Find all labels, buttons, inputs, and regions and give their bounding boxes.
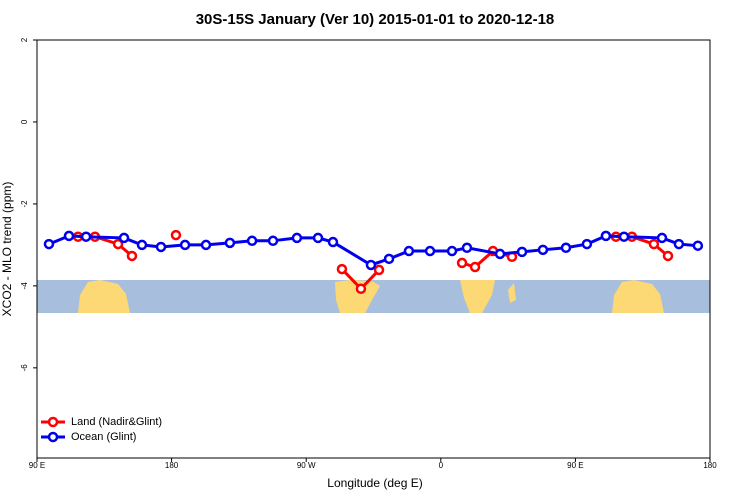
series-point <box>267 235 279 247</box>
series-point <box>581 238 593 250</box>
series-point <box>648 238 660 250</box>
series-point <box>355 283 367 295</box>
series-point <box>200 239 212 251</box>
series-point <box>336 263 348 275</box>
series-point <box>80 231 92 242</box>
x-tick-label: 180 <box>703 461 717 470</box>
series-point <box>63 230 75 242</box>
series-point <box>112 238 124 250</box>
series-point <box>179 239 191 251</box>
series-point <box>291 232 303 244</box>
y-tick-label: 2 <box>20 37 29 42</box>
series-point <box>312 232 324 244</box>
series-point <box>327 236 339 248</box>
series-point <box>118 232 130 244</box>
legend-label: Ocean (Glint) <box>71 431 136 443</box>
x-tick-label: 90 E <box>29 461 45 470</box>
legend-marker <box>47 416 59 428</box>
series-point <box>516 246 528 258</box>
y-axis-label: XCO2 - MLO trend (ppm) <box>0 182 14 317</box>
series-point <box>403 245 415 257</box>
series-point <box>662 250 674 262</box>
series-point <box>424 245 436 257</box>
series-point <box>469 261 481 273</box>
series-point <box>126 250 138 262</box>
series-point <box>446 245 458 257</box>
y-tick-label: -6 <box>20 364 29 372</box>
chart-title: 30S-15S January (Ver 10) 2015-01-01 to 2… <box>196 11 555 28</box>
series-point <box>560 242 572 254</box>
plot-frame <box>36 39 711 459</box>
series-point <box>224 237 236 249</box>
x-tick-label: 180 <box>165 461 179 470</box>
series-point <box>537 244 549 256</box>
series-point <box>155 241 167 253</box>
map-strip <box>37 280 710 313</box>
series-point <box>461 242 473 254</box>
series-point <box>456 257 468 269</box>
series-point <box>692 240 704 251</box>
series-point <box>673 238 685 250</box>
series-point <box>136 239 148 251</box>
y-tick-label: -2 <box>20 200 29 208</box>
series-point <box>494 248 506 260</box>
x-axis-label: Longitude (deg E) <box>327 476 422 490</box>
series-point <box>43 238 55 250</box>
legend-marker <box>47 431 59 443</box>
series-point <box>365 259 377 271</box>
series-point <box>373 264 385 276</box>
series-point <box>656 232 668 244</box>
y-tick-label: -4 <box>20 282 29 290</box>
series-point <box>600 230 612 242</box>
x-tick-label: 90 E <box>567 461 583 470</box>
y-tick-label: 0 <box>20 119 29 124</box>
x-tick-label: 0 <box>439 461 444 470</box>
legend-label: Land (Nadir&Glint) <box>71 416 162 428</box>
series-point <box>618 231 630 242</box>
x-tick-label: 90 W <box>297 461 316 470</box>
series-point <box>170 229 182 241</box>
series-point <box>383 253 395 265</box>
series-point <box>246 235 258 247</box>
